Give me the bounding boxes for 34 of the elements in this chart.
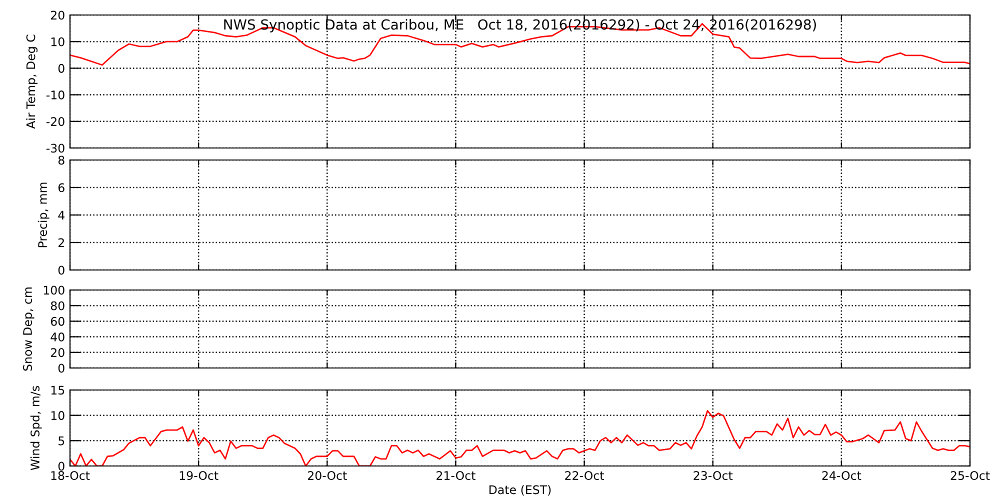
x-tick-label: 21-Oct bbox=[436, 471, 476, 480]
y-tick-label: -30 bbox=[46, 144, 64, 153]
y-tick-label: 6 bbox=[58, 183, 64, 192]
y-tick-label: 5 bbox=[58, 436, 64, 446]
y-tick-label: 0 bbox=[58, 266, 64, 275]
y-tick-label: 15 bbox=[51, 386, 64, 395]
x-tick-label: 19-Oct bbox=[180, 471, 218, 480]
y-tick-label: 10 bbox=[51, 411, 64, 420]
x-tick-label: 22-Oct bbox=[565, 471, 604, 480]
y-tick-label: 0 bbox=[58, 364, 64, 373]
x-tick-label: 18-Oct bbox=[51, 471, 90, 480]
y-axis-title: Wind Spd, m/s bbox=[30, 386, 42, 470]
y-tick-label: 4 bbox=[58, 210, 64, 220]
y-tick-label: 80 bbox=[50, 301, 64, 310]
x-axis-title: Date (EST) bbox=[489, 485, 551, 496]
y-axis-title: Snow Dep, cm bbox=[23, 288, 34, 371]
y-tick-label: -20 bbox=[46, 117, 64, 126]
x-tick-label: 20-Oct bbox=[308, 471, 347, 480]
x-tick-label: 25-Oct bbox=[950, 471, 990, 480]
y-axis-title: Precip, mm bbox=[38, 182, 50, 248]
y-tick-label: 8 bbox=[58, 156, 64, 165]
y-tick-label: 60 bbox=[50, 316, 64, 326]
x-tick-label: 23-Oct bbox=[694, 471, 733, 480]
y-tick-label: 0 bbox=[58, 64, 64, 73]
y-tick-label: -10 bbox=[46, 90, 64, 100]
y-axis-title: Air Temp, Deg C bbox=[26, 34, 38, 129]
y-tick-label: 100 bbox=[44, 286, 64, 295]
y-tick-label: 2 bbox=[58, 238, 64, 247]
y-tick-label: 10 bbox=[51, 37, 64, 46]
y-tick-label: 0 bbox=[58, 462, 64, 471]
x-tick-label: 24-Oct bbox=[822, 471, 862, 480]
y-tick-label: 20 bbox=[50, 10, 64, 20]
y-tick-label: 40 bbox=[50, 332, 64, 342]
y-tick-label: 20 bbox=[50, 348, 64, 358]
